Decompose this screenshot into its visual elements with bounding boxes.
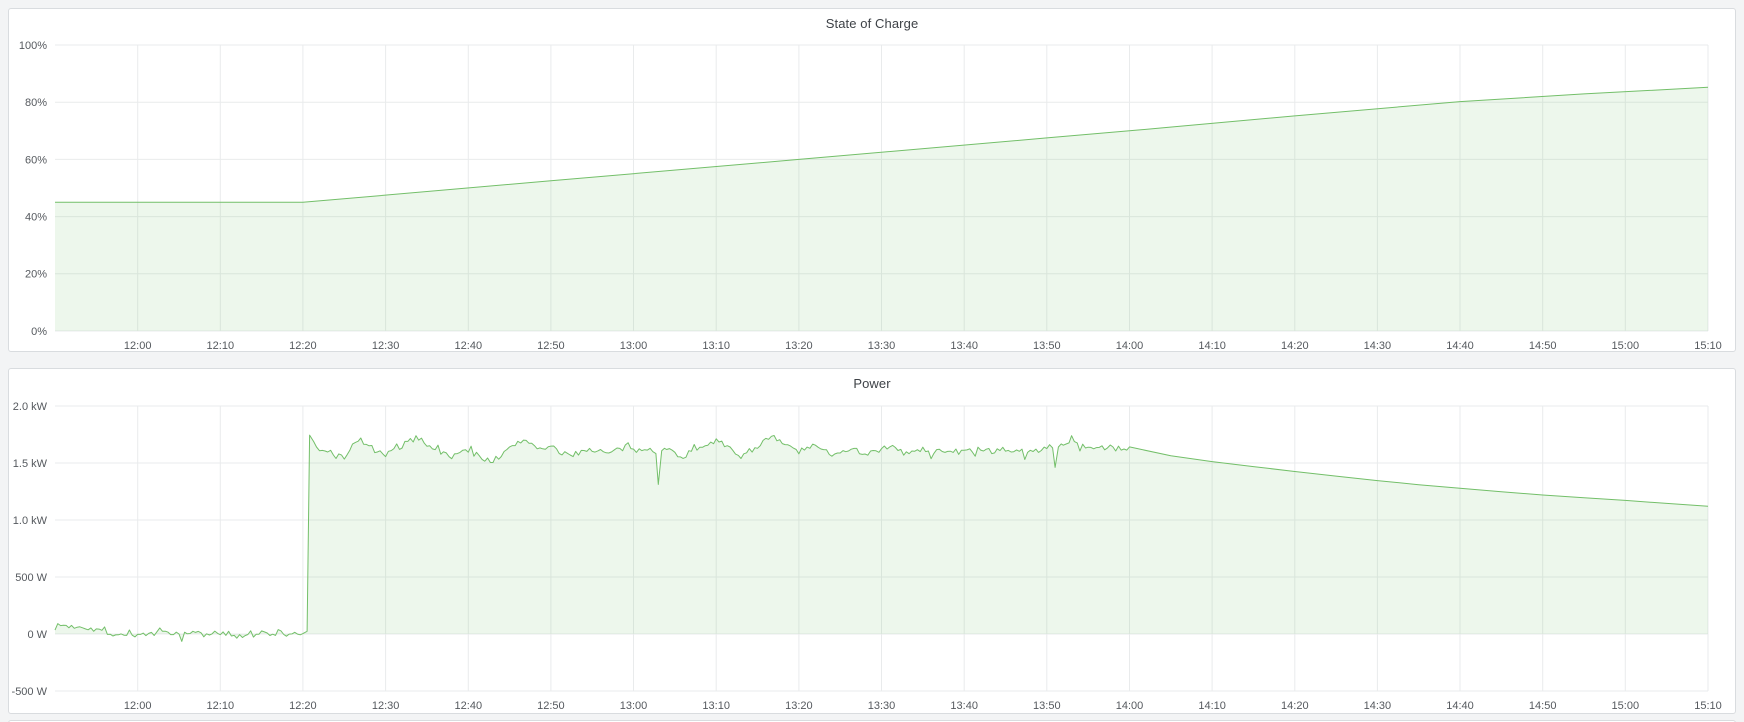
x-tick-label: 12:50 (537, 340, 565, 351)
x-tick-label: 13:50 (1033, 340, 1061, 351)
x-tick-label: 14:00 (1116, 340, 1144, 351)
y-tick-label: 40% (25, 211, 47, 223)
state-of-charge-line (55, 86, 1709, 203)
y-tick-label: 500 W (15, 572, 47, 584)
x-tick-label: 13:50 (1033, 700, 1061, 712)
x-tick-label: 12:00 (124, 340, 152, 351)
x-tick-label: 12:10 (207, 700, 235, 712)
x-tick-label: 14:20 (1281, 700, 1309, 712)
y-tick-label: -500 W (12, 686, 48, 698)
x-tick-label: 13:40 (950, 700, 978, 712)
y-tick-label: 100% (19, 40, 47, 52)
x-tick-label: 12:30 (372, 340, 400, 351)
y-tick-label: 60% (25, 154, 47, 166)
panel-title-power[interactable]: Power (853, 375, 891, 391)
x-tick-label: 14:30 (1364, 700, 1392, 712)
y-tick-label: 0 W (27, 629, 47, 641)
x-tick-label: 13:40 (950, 340, 978, 351)
x-tick-label: 12:00 (124, 700, 152, 712)
x-tick-label: 14:50 (1529, 340, 1557, 351)
x-tick-label: 12:50 (537, 700, 565, 712)
panel-partial-bottom (8, 720, 1736, 722)
x-tick-label: 12:20 (289, 700, 317, 712)
x-tick-label: 12:40 (455, 340, 483, 351)
power-chart[interactable]: -500 W 0 W 500 W 1.0 kW 1.5 kW 2.0 kW 12:00 12:… (9, 369, 1735, 713)
x-tick-label: 12:40 (455, 700, 483, 712)
x-tick-label: 13:00 (620, 700, 648, 712)
x-tick-label: 14:10 (1198, 340, 1226, 351)
x-tick-label: 14:10 (1198, 700, 1226, 712)
x-tick-label: 14:00 (1116, 700, 1144, 712)
y-tick-label: 80% (25, 97, 47, 109)
x-tick-label: 13:20 (785, 340, 813, 351)
state-of-charge-plot-area[interactable] (55, 45, 1708, 331)
x-tick-label: 14:40 (1446, 340, 1474, 351)
x-tick-label: 14:20 (1281, 340, 1309, 351)
x-tick-label: 15:00 (1612, 340, 1640, 351)
x-tick-label: 12:10 (207, 340, 235, 351)
x-tick-label: 13:10 (702, 700, 730, 712)
axis-tick-labels: -500 W 0 W 500 W 1.0 kW 1.5 kW 2.0 kW 12:00 12:… (12, 401, 1722, 712)
state-of-charge-area (55, 87, 1708, 331)
y-tick-label: 20% (25, 269, 47, 281)
state-of-charge-chart[interactable]: 0% 20% 40% 60% 80% 100% 12:00 12:10 12:20 12:30 12… (9, 9, 1735, 351)
x-tick-label: 12:20 (289, 340, 317, 351)
x-tick-label: 15:00 (1612, 700, 1640, 712)
x-tick-label: 13:30 (868, 340, 896, 351)
panel-title-state-of-charge[interactable]: State of Charge (825, 15, 919, 31)
y-tick-label: 0% (31, 326, 47, 338)
x-tick-label: 13:10 (702, 340, 730, 351)
x-tick-label: 14:50 (1529, 700, 1557, 712)
panel-state-of-charge: State of Charge 0% 20% 40% 60% 80% 100% 12:00 1… (8, 8, 1736, 352)
power-area (55, 435, 1708, 642)
power-line (54, 434, 1709, 642)
x-tick-label: 15:10 (1694, 700, 1722, 712)
power-grid (55, 405, 1709, 692)
y-tick-label: 1.5 kW (13, 458, 48, 470)
panel-power: Power -500 W 0 W 500 W 1.0 kW 1.5 kW 2.0 kW 12… (8, 368, 1736, 714)
x-tick-label: 14:40 (1446, 700, 1474, 712)
x-tick-label: 14:30 (1364, 340, 1392, 351)
y-tick-label: 1.0 kW (13, 515, 48, 527)
axis-tick-labels: 0% 20% 40% 60% 80% 100% 12:00 12:10 12:20 12:30 12… (19, 40, 1722, 351)
x-tick-label: 12:30 (372, 700, 400, 712)
x-tick-label: 13:20 (785, 700, 813, 712)
x-tick-label: 15:10 (1694, 340, 1722, 351)
power-plot-area[interactable] (55, 406, 1708, 691)
state-of-charge-grid (55, 44, 1709, 332)
y-tick-label: 2.0 kW (13, 401, 48, 413)
x-tick-label: 13:30 (868, 700, 896, 712)
x-tick-label: 13:00 (620, 340, 648, 351)
